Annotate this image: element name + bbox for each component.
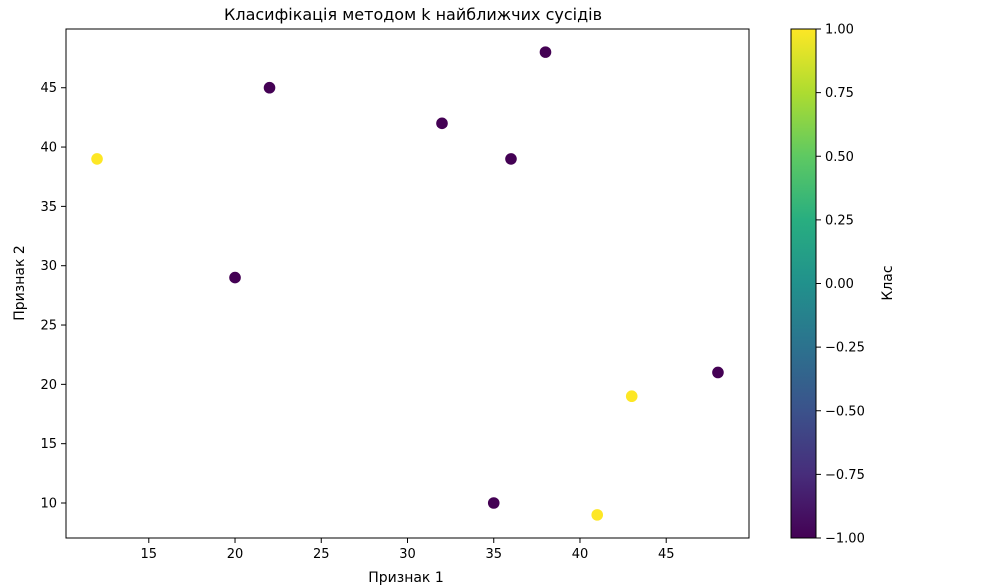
x-tick-label: 15 — [141, 547, 158, 562]
x-axis: 15 20 25 30 35 40 45 — [141, 538, 675, 562]
y-tick-label: 10 — [40, 496, 57, 511]
colorbar-tick-label: −0.25 — [825, 341, 865, 356]
x-tick-label: 40 — [572, 547, 589, 562]
data-point — [263, 81, 276, 94]
y-tick-label: 35 — [40, 200, 57, 215]
data-point — [591, 509, 604, 521]
x-tick-label: 35 — [485, 547, 502, 562]
x-axis-label: Признак 1 — [368, 570, 444, 586]
x-tick-label: 30 — [399, 547, 416, 562]
y-tick-label: 20 — [40, 378, 57, 393]
x-tick-label: 45 — [658, 547, 675, 562]
colorbar-tick-label: 0.25 — [825, 213, 854, 228]
x-tick-label: 20 — [227, 547, 244, 562]
data-points — [91, 46, 724, 521]
x-tick-label: 25 — [313, 547, 330, 562]
y-tick-label: 30 — [40, 259, 57, 274]
y-tick-label: 15 — [40, 437, 57, 452]
data-point — [505, 153, 517, 165]
colorbar-tick-label: −1.00 — [825, 532, 865, 547]
colorbar-tick-label: −0.75 — [825, 468, 865, 483]
data-point — [229, 271, 241, 284]
plot-area — [65, 28, 750, 539]
data-point — [625, 390, 638, 403]
y-tick-label: 45 — [40, 81, 57, 96]
colorbar-axis: 1.00 0.75 0.50 0.25 0.00 −0.25 −0.50 −0.75 −1.00 — [816, 23, 865, 547]
y-axis-label: Признак 2 — [12, 245, 28, 321]
colorbar-tick-label: 1.00 — [825, 23, 854, 38]
y-axis: 10 15 20 25 30 35 40 45 — [40, 81, 66, 511]
colorbar-tick-label: 0.00 — [825, 277, 854, 292]
colorbar — [790, 28, 817, 539]
data-point — [91, 153, 103, 165]
data-point — [436, 117, 448, 130]
y-tick-label: 40 — [40, 141, 57, 156]
colorbar-tick-label: 0.75 — [825, 86, 854, 101]
colorbar-label: Клас — [880, 265, 896, 300]
colorbar-tick-label: −0.50 — [825, 404, 865, 419]
data-point — [712, 366, 724, 379]
chart-title: Класифікація методом k найближчих сусіді… — [224, 5, 602, 24]
colorbar-tick-label: 0.50 — [825, 150, 854, 165]
data-point — [487, 497, 500, 509]
data-point — [539, 46, 552, 58]
y-tick-label: 25 — [40, 319, 57, 334]
